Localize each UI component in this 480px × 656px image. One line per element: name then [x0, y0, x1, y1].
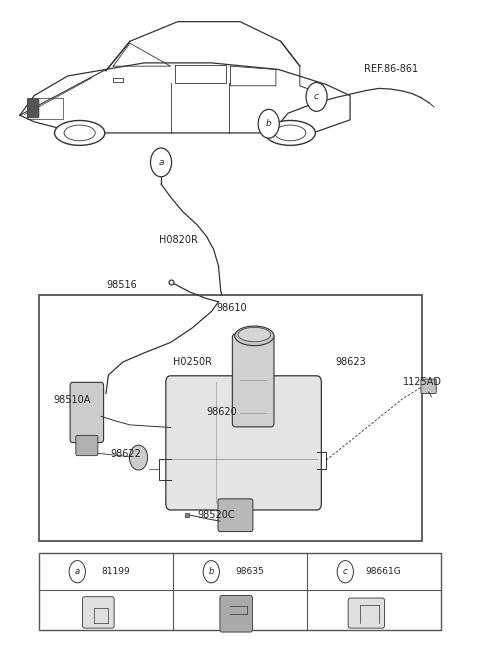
Text: b: b: [266, 119, 272, 129]
Text: 1125AD: 1125AD: [403, 377, 442, 386]
Circle shape: [258, 110, 279, 138]
FancyBboxPatch shape: [166, 376, 322, 510]
FancyBboxPatch shape: [421, 379, 436, 394]
FancyBboxPatch shape: [39, 553, 441, 630]
Text: REF.86-861: REF.86-861: [364, 64, 419, 74]
FancyBboxPatch shape: [76, 436, 98, 456]
Text: a: a: [158, 158, 164, 167]
Ellipse shape: [275, 125, 306, 141]
FancyBboxPatch shape: [27, 99, 39, 118]
Circle shape: [306, 83, 327, 112]
Text: 98520C: 98520C: [197, 510, 235, 520]
Text: 81199: 81199: [101, 567, 130, 576]
Text: H0250R: H0250R: [173, 357, 212, 367]
FancyBboxPatch shape: [218, 499, 253, 531]
FancyBboxPatch shape: [220, 596, 252, 632]
Circle shape: [337, 561, 353, 583]
Circle shape: [69, 561, 85, 583]
Text: 98510A: 98510A: [53, 395, 91, 405]
Text: c: c: [314, 92, 319, 102]
Text: 98622: 98622: [111, 449, 142, 459]
Circle shape: [203, 561, 219, 583]
FancyBboxPatch shape: [39, 295, 422, 541]
Text: 98516: 98516: [106, 281, 137, 291]
Circle shape: [151, 148, 171, 176]
Text: 98623: 98623: [336, 357, 366, 367]
Circle shape: [130, 445, 148, 470]
Ellipse shape: [235, 326, 274, 346]
Ellipse shape: [238, 327, 271, 342]
FancyBboxPatch shape: [70, 382, 104, 443]
Text: 98635: 98635: [235, 567, 264, 576]
Text: 98661G: 98661G: [366, 567, 401, 576]
Text: b: b: [209, 567, 214, 576]
Ellipse shape: [55, 121, 105, 146]
Text: 98610: 98610: [216, 303, 247, 314]
Text: a: a: [75, 567, 80, 576]
FancyBboxPatch shape: [232, 334, 274, 427]
FancyBboxPatch shape: [348, 598, 384, 628]
FancyBboxPatch shape: [83, 597, 114, 628]
Text: c: c: [343, 567, 348, 576]
Ellipse shape: [64, 125, 95, 141]
Text: 98620: 98620: [206, 407, 237, 417]
Text: H0820R: H0820R: [158, 235, 197, 245]
Ellipse shape: [265, 121, 315, 146]
